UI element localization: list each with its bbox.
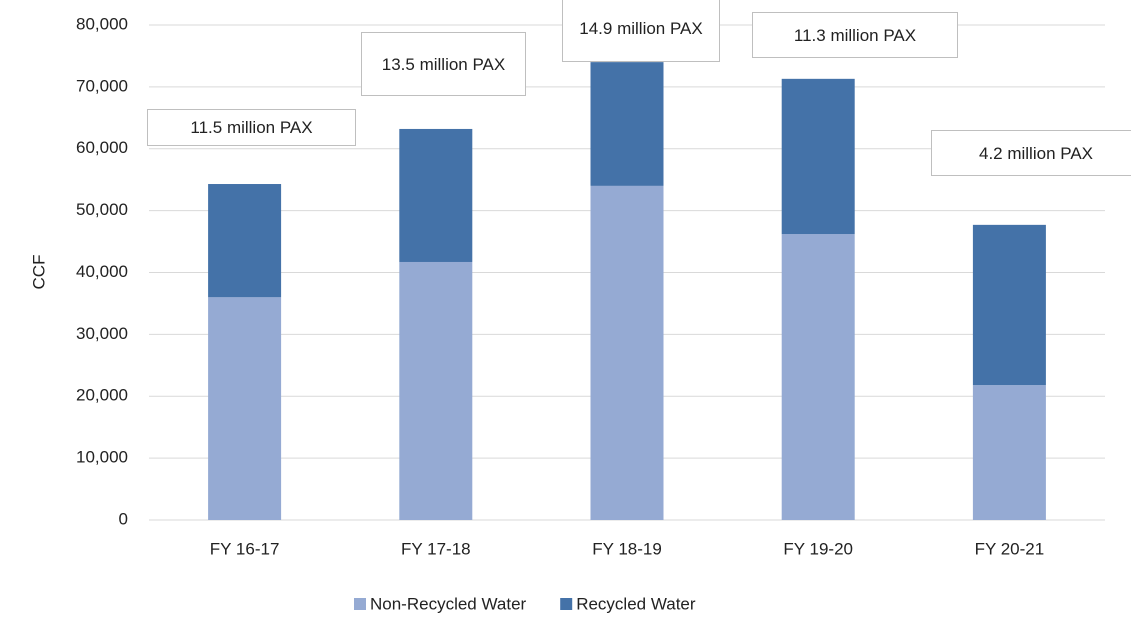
bar-segment: [781, 78, 855, 235]
legend-label: Recycled Water: [576, 594, 696, 613]
x-tick-label: FY 18-19: [592, 539, 662, 558]
bar-segment: [590, 62, 664, 186]
bar-segment: [590, 185, 664, 520]
y-tick-label: 40,000: [76, 262, 128, 281]
bar-segment: [972, 224, 1046, 386]
bar-segment: [399, 128, 473, 262]
y-tick-label: 0: [119, 509, 128, 528]
annotation: 11.5 million PAX: [147, 109, 356, 146]
y-tick-label: 20,000: [76, 386, 128, 405]
x-tick-label: FY 16-17: [210, 539, 280, 558]
annotation: 14.9 million PAX: [562, 0, 720, 62]
y-tick-label: 50,000: [76, 200, 128, 219]
legend-label: Non-Recycled Water: [370, 594, 527, 613]
y-tick-label: 60,000: [76, 138, 128, 157]
annotation: 11.3 million PAX: [752, 12, 958, 58]
legend-swatch: [560, 598, 573, 610]
y-tick-label: 80,000: [76, 14, 128, 33]
x-tick-label: FY 17-18: [401, 539, 471, 558]
annotation: 4.2 million PAX: [931, 130, 1131, 176]
annotation: 13.5 million PAX: [361, 32, 526, 96]
bar-segment: [208, 297, 282, 520]
legend-swatch: [354, 598, 366, 610]
x-tick-label: FY 19-20: [783, 539, 853, 558]
bar-segment: [972, 385, 1046, 520]
x-tick-label: FY 20-21: [975, 539, 1045, 558]
bar-segment: [208, 184, 282, 298]
y-tick-label: 30,000: [76, 324, 128, 343]
y-tick-label: 10,000: [76, 448, 128, 467]
bar-segment: [399, 261, 473, 520]
y-axis-label: CCF: [29, 255, 48, 290]
y-tick-label: 70,000: [76, 76, 128, 95]
bar-segment: [781, 234, 855, 520]
